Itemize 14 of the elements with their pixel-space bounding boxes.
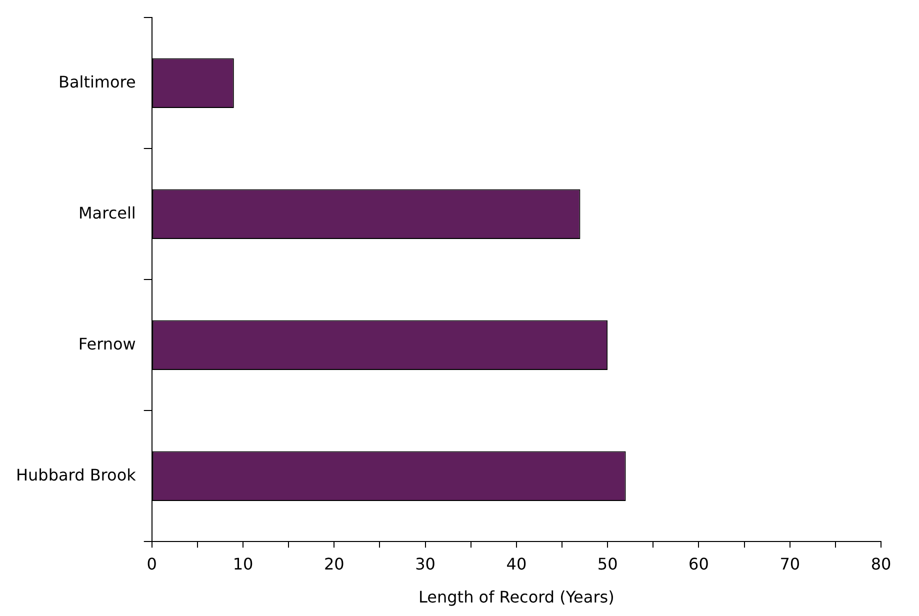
y-tick-label: Hubbard Brook — [16, 465, 137, 484]
x-tick-label: 20 — [324, 554, 344, 574]
x-tick-label: 10 — [232, 554, 254, 574]
y-tick-label: Marcell — [78, 203, 136, 222]
x-tick-label: 60 — [688, 554, 709, 574]
x-tick-label: 0 — [146, 554, 157, 574]
x-axis-title: Length of Record (Years) — [418, 588, 614, 607]
x-tick-label: 50 — [597, 554, 618, 574]
x-tick-label: 40 — [506, 554, 527, 574]
y-tick-label: Baltimore — [58, 72, 136, 92]
x-tick-label: 80 — [870, 554, 892, 574]
x-tick-label: 70 — [780, 554, 800, 574]
y-tick-label: Fernow — [78, 334, 136, 354]
x-tick-label: 30 — [415, 554, 436, 574]
